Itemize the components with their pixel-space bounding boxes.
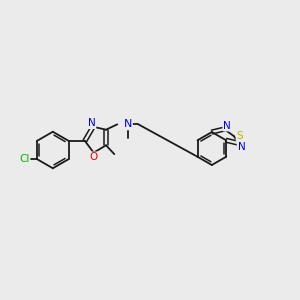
Text: N: N <box>238 142 245 152</box>
Text: N: N <box>88 118 95 128</box>
Text: N: N <box>124 119 132 129</box>
Text: O: O <box>89 152 98 162</box>
Text: S: S <box>236 131 243 141</box>
Text: Cl: Cl <box>19 154 29 164</box>
Text: N: N <box>223 121 231 130</box>
